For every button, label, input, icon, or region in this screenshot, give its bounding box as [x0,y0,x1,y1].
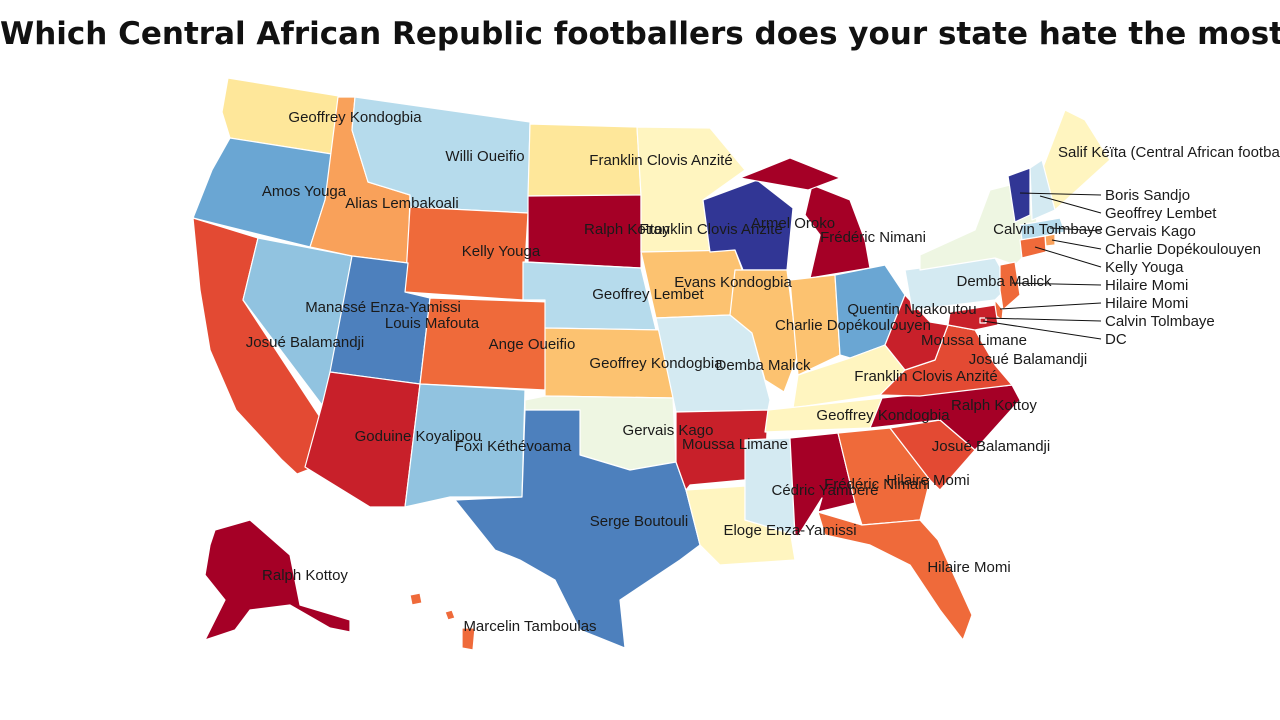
state-label-sd: Ralph Kottoy [584,221,670,238]
state-label-oh: Quentin Ngakoutou [847,301,976,318]
state-label-co: Ange Oueifio [489,336,576,353]
leader-line-nh [1039,195,1102,214]
state-label-fl: Hilaire Momi [927,559,1010,576]
leader-line-dc [982,320,1102,340]
state-label-ak: Ralph Kottoy [262,567,348,584]
state-label-nm: Foxi Kéthévoama [455,438,572,455]
state-hi [444,609,456,621]
state-label-mt: Willi Oueifio [445,148,524,165]
leader-line-md [984,317,1102,322]
state-hi [409,592,423,606]
state-nm [404,383,526,508]
map-title: Which Central African Republic footballe… [0,16,1280,52]
state-ms [744,437,796,536]
callout-label-nh: Geoffrey Lembet [1105,205,1217,222]
state-label-hi: Marcelin Tamboulas [463,618,596,635]
leader-line-ma [1049,227,1102,232]
state-label-tx: Serge Boutouli [590,513,688,530]
state-label-wi: Armel Oroko [751,215,835,232]
state-label-ms: Cédric Yambéré [772,482,879,499]
state-label-ca: Josué Balamandji [246,334,364,351]
states-layer [192,77,1111,651]
state-dc [979,317,987,324]
state-il [729,269,799,393]
state-label-ks: Geoffrey Kondogbia [589,355,723,372]
state-label-ne: Geoffrey Lembet [592,286,704,303]
state-hi [461,627,476,651]
callout-label-ri: Charlie Dopékoulouyen [1105,241,1261,258]
state-label-wa: Geoffrey Kondogbia [288,109,422,126]
state-mi [804,184,871,279]
state-label-mn: Franklin Clovis Anzité [639,221,782,238]
state-label-ok: Gervais Kago [623,422,714,439]
state-ma [1019,217,1066,241]
state-label-sc: Josué Balamandji [932,438,1050,455]
state-label-ut: Louis Mafouta [385,315,480,332]
state-nh [1029,159,1056,221]
state-label-ny: Calvin Tolmbaye [993,221,1103,238]
state-label-pa: Demba Malick [956,273,1052,290]
state-label-nd: Franklin Clovis Anzité [589,152,732,169]
state-ct [1019,235,1047,259]
state-label-me: Salif Kéïta (Central African football) [1058,144,1280,161]
callout-leaders [982,192,1102,340]
callout-label-vt: Boris Sandjo [1105,187,1190,204]
state-vt [1007,167,1031,223]
state-md [947,304,999,331]
state-labels: Geoffrey Kondogbia Amos Youga Josué Balama… [246,109,1280,635]
callout-label-ma: Gervais Kago [1105,223,1196,240]
state-fl [817,511,973,641]
state-label-or: Amos Youga [262,183,347,200]
state-tx [454,409,701,649]
state-label-nv: Manassé Enza-Yamissi [305,299,461,316]
state-label-mo: Demba Malick [715,357,811,374]
state-label-nc: Ralph Kottoy [951,397,1037,414]
leader-line-vt [1019,192,1102,196]
state-label-ga: Hilaire Momi [886,472,969,489]
state-label-wv: Moussa Limane [921,332,1027,349]
leader-line-nj [1011,282,1102,286]
state-mi [739,157,841,191]
state-ak [204,519,351,641]
leader-line-de [999,302,1102,310]
state-label-mi: Frédéric Nimani [820,229,926,246]
state-label-va: Josué Balamandji [969,351,1087,368]
state-label-la: Eloge Enza-Yamissi [723,522,856,539]
state-label-az: Goduine Koyalipou [355,428,482,445]
state-label-id: Alias Lembakoali [345,195,458,212]
state-label-al: Frédéric Nimani [824,476,930,493]
callout-label-ct: Kelly Youga [1105,259,1184,276]
callout-label-nj: Hilaire Momi [1105,277,1188,294]
state-label-il: Charlie Dopékoulouyen [775,317,931,334]
state-label-ky: Franklin Clovis Anzité [854,368,997,385]
callout-label-dc: DC [1105,331,1127,348]
callout-label-md: Calvin Tolmbaye [1105,313,1215,330]
leader-line-ri [1051,239,1102,250]
callout-label-de: Hilaire Momi [1105,295,1188,312]
state-label-ia: Evans Kondogbia [674,274,792,291]
state-nj [999,261,1021,311]
state-label-tn: Geoffrey Kondogbia [816,407,950,424]
leader-line-ct [1034,246,1102,268]
state-label-wy: Kelly Youga [462,243,541,260]
state-label-ar: Moussa Limane [682,436,788,453]
